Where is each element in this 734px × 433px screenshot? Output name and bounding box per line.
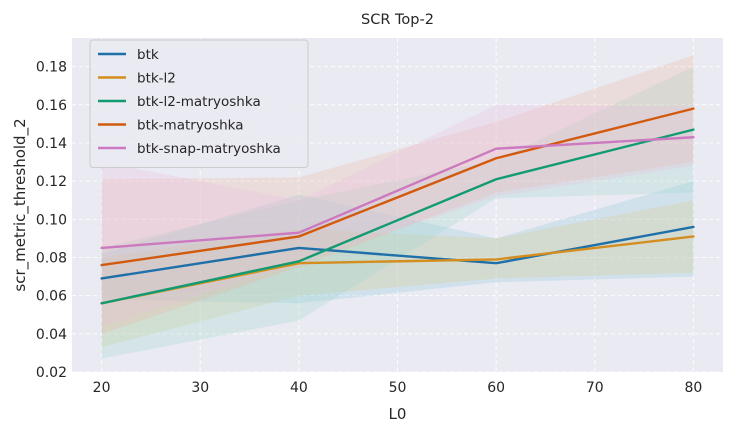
series-line-btk-snap-matryoshka [100,136,695,250]
x-tick-label: 60 [487,380,505,396]
y-tick-label: 0.16 [36,98,67,114]
y-axis-ticks: 0.02 0.04 0.06 0.08 0.10 0.12 0.14 0.16 0.18 [36,60,67,381]
y-tick-label: 0.08 [36,250,67,266]
y-tick-label: 0.06 [36,289,67,305]
y-tick-label: 0.10 [36,212,67,228]
legend-label-btk-l2-matryoshka: btk-l2-matryoshka [137,94,261,110]
legend: btk btk-l2 btk-l2-matryoshka btk-matryoshka… [89,39,309,168]
y-tick-label: 0.12 [36,174,67,190]
series-lines [100,107,695,305]
x-tick-label: 40 [290,380,308,396]
x-tick-label: 70 [586,380,604,396]
y-axis-label: scr_metric_threshold_2 [11,118,30,291]
x-tick-label: 30 [191,380,209,396]
confidence-band-btk-l2-matryoshka [101,66,694,359]
y-tick-label: 0.18 [36,60,67,76]
y-tick-label: 0.04 [36,327,67,343]
x-axis-label: L0 [389,405,407,423]
legend-label-btk-matryoshka: btk-matryoshka [137,118,244,134]
legend-box [89,39,309,168]
chart-title: SCR Top-2 [361,12,434,28]
series-line-btk-l2-matryoshka [100,128,695,305]
y-tick-label: 0.02 [36,365,67,381]
x-tick-label: 20 [93,380,111,396]
legend-label-btk: btk [137,47,159,63]
series-line-btk-matryoshka [100,107,695,267]
legend-label-btk-snap-matryoshka: btk-snap-matryoshka [137,141,281,157]
x-tick-label: 80 [684,380,702,396]
y-tick-label: 0.14 [36,136,67,152]
series-line-btk [100,225,695,280]
x-tick-label: 50 [389,380,407,396]
confidence-band-btk-matryoshka [101,55,694,334]
x-axis-ticks: 20 30 40 50 60 70 80 [93,380,703,396]
legend-label-btk-l2: btk-l2 [137,71,176,87]
